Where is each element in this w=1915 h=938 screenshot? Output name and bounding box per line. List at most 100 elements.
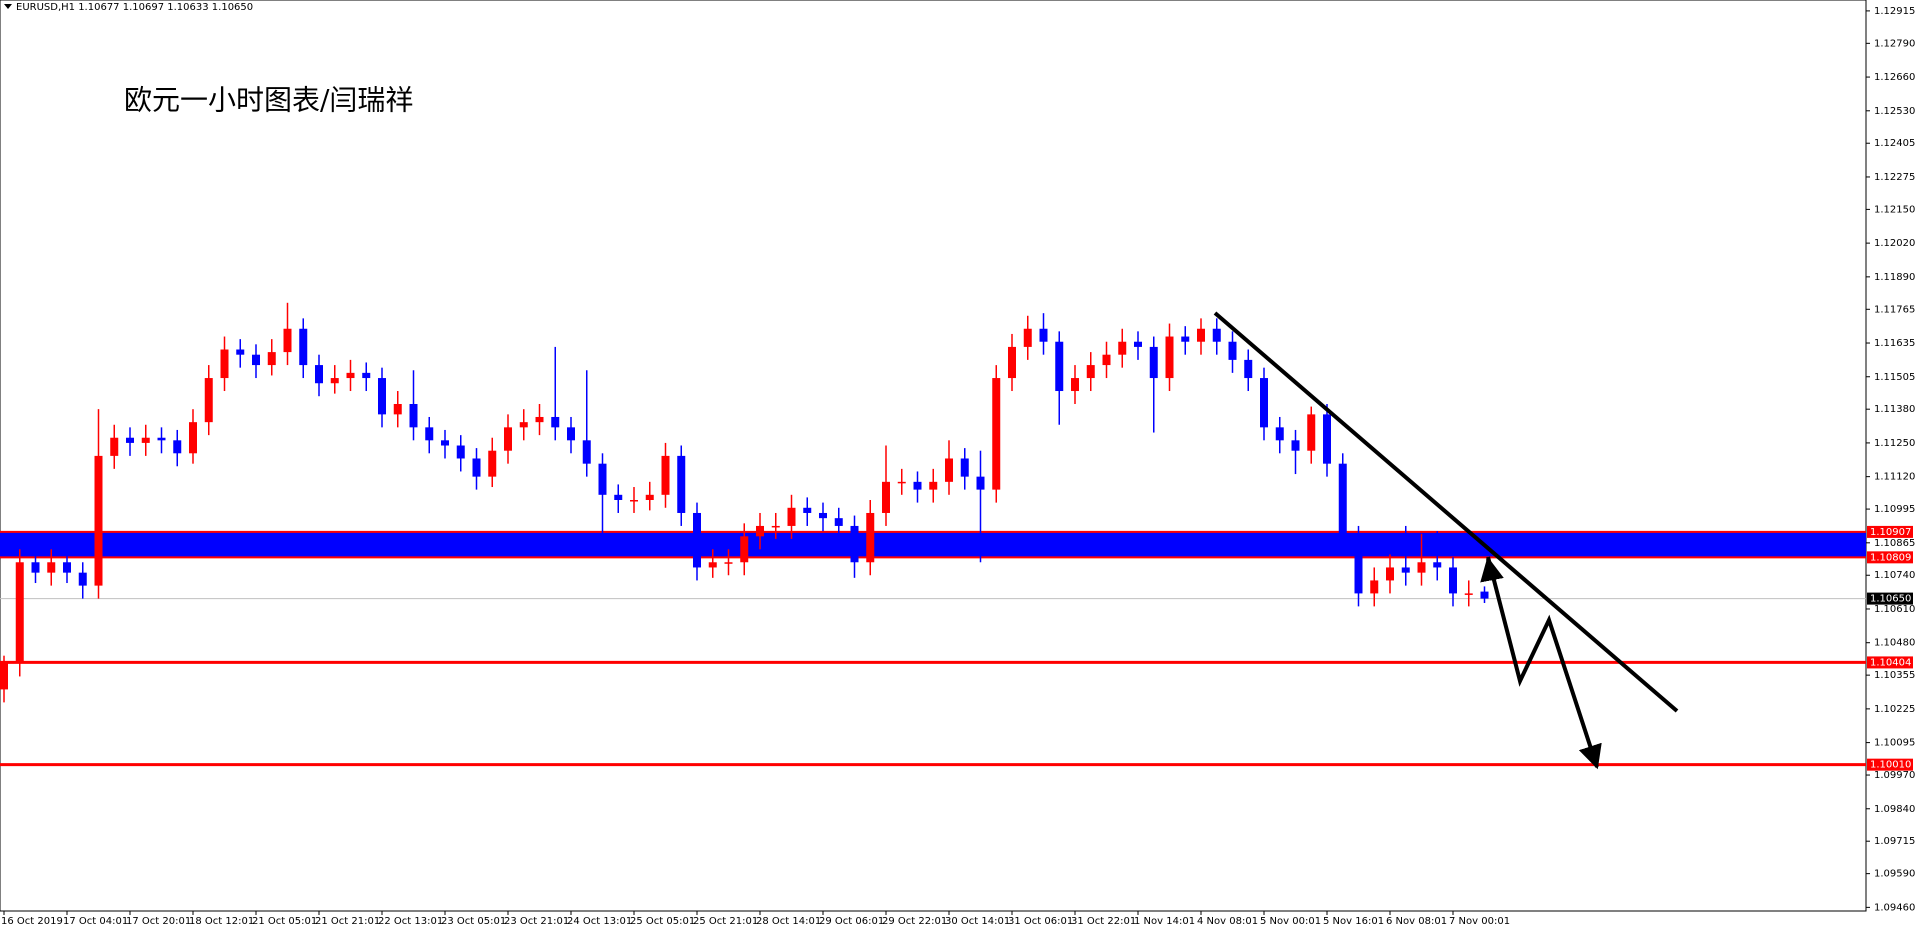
candle-body <box>1149 346 1158 379</box>
candle-body <box>94 455 103 586</box>
candle-body <box>1338 463 1347 537</box>
candle-body <box>1023 328 1032 347</box>
candle-body <box>110 437 119 456</box>
y-tick-label: 1.12530 <box>1874 106 1915 117</box>
candle-body <box>1433 562 1442 568</box>
candle-body <box>1449 567 1457 594</box>
candle-body <box>472 458 481 477</box>
band-price-label: 1.10809 <box>1870 552 1911 563</box>
x-tick-label: 31 Oct 06:01 <box>1008 916 1073 927</box>
candle-body <box>850 525 859 563</box>
candle-body <box>834 518 843 526</box>
candle-body <box>189 422 197 454</box>
level-price-box <box>1867 758 1913 771</box>
candle-body <box>1181 336 1190 342</box>
y-tick-label: 1.11635 <box>1874 338 1915 349</box>
y-tick-label: 1.11250 <box>1874 438 1915 449</box>
trend-line <box>1213 311 1679 713</box>
y-tick-label: 1.10995 <box>1874 504 1915 515</box>
candle-body <box>630 499 638 502</box>
candle-body <box>929 481 938 490</box>
candle-body <box>378 378 386 415</box>
y-tick-label: 1.10355 <box>1874 670 1915 681</box>
candle-body <box>299 328 308 366</box>
y-tick-label: 1.12020 <box>1874 238 1915 249</box>
y-tick-label: 1.10095 <box>1874 738 1915 749</box>
last-price-label: 1.10650 <box>1870 594 1911 605</box>
x-tick-label: 1 Nov 14:01 <box>1134 916 1195 927</box>
x-tick-label: 7 Nov 00:01 <box>1449 916 1510 927</box>
candle-body <box>346 372 355 379</box>
menu-arrow <box>4 4 12 9</box>
candle-body <box>220 349 229 379</box>
forecast-arrow-head <box>1480 556 1504 583</box>
candle-body <box>425 427 434 441</box>
y-tick-label: 1.12150 <box>1874 204 1915 215</box>
candle-body <box>1197 328 1205 342</box>
candle-body <box>677 455 686 513</box>
candle-body <box>756 525 764 537</box>
x-tick-label: 28 Oct 14:01 <box>756 916 821 927</box>
candle-body <box>708 562 717 568</box>
band-price-label: 1.10907 <box>1870 527 1911 538</box>
candle-body <box>488 450 497 477</box>
candle-body <box>866 512 875 563</box>
y-tick-label: 1.11765 <box>1874 304 1915 315</box>
y-tick-label: 1.10865 <box>1874 538 1915 549</box>
candle-body <box>1401 567 1410 573</box>
candle-body <box>567 427 575 441</box>
y-tick-label: 1.12275 <box>1874 172 1915 183</box>
candle-body <box>393 403 402 415</box>
y-tick-label: 1.12915 <box>1874 6 1915 17</box>
x-tick-label: 5 Nov 16:01 <box>1323 916 1384 927</box>
candle-body <box>504 427 512 451</box>
candle-body <box>173 440 182 454</box>
candle-body <box>1386 567 1394 581</box>
candle-body <box>1008 346 1016 379</box>
y-tick-label: 1.11380 <box>1874 404 1915 415</box>
candle-body <box>1134 341 1142 347</box>
candle-body <box>1118 341 1127 355</box>
y-tick-label: 1.12405 <box>1874 138 1915 149</box>
x-tick-label: 30 Oct 14:01 <box>945 916 1010 927</box>
y-tick-label: 1.09715 <box>1874 836 1915 847</box>
x-tick-label: 25 Oct 05:01 <box>630 916 695 927</box>
candle-body <box>882 481 890 513</box>
header: EURUSD,H1 1.10677 1.10697 1.10633 1.1065… <box>16 2 253 13</box>
x-tick-label: 18 Oct 12:01 <box>189 916 254 927</box>
x-tick-label: 23 Oct 21:01 <box>504 916 569 927</box>
y-tick-label: 1.09460 <box>1874 902 1915 913</box>
zone-band <box>0 531 1866 558</box>
candle-body <box>1102 354 1111 366</box>
y-tick-label: 1.10610 <box>1874 604 1915 615</box>
y-tick-label: 1.11890 <box>1874 272 1915 283</box>
candle-body <box>771 525 780 528</box>
forecast-arrow <box>1486 556 1602 770</box>
candle-body <box>63 562 71 573</box>
x-tick-label: 31 Oct 22:01 <box>1071 916 1136 927</box>
candle-body <box>645 494 654 500</box>
candle-body <box>236 349 245 355</box>
candle-body <box>661 455 670 495</box>
y-tick-label: 1.09590 <box>1874 869 1915 880</box>
candle-body <box>803 507 812 513</box>
last-price-box <box>1867 592 1913 605</box>
candle-body <box>787 507 796 526</box>
candle-body <box>315 365 323 384</box>
candle-body <box>1165 336 1174 379</box>
chart-title: 欧元一小时图表/闫瑞祥 <box>124 84 413 117</box>
y-tick-label: 1.09970 <box>1874 770 1915 781</box>
candle-body <box>1417 562 1426 573</box>
candle-body <box>724 562 733 564</box>
band-price-box <box>1867 551 1913 564</box>
y-tick-label: 1.09840 <box>1874 804 1915 815</box>
candle-body <box>693 512 701 568</box>
candle-body <box>1212 328 1221 342</box>
candle-body <box>362 372 371 379</box>
y-tick-label: 1.12790 <box>1874 38 1915 49</box>
x-tick-label: 17 Oct 04:01 <box>63 916 128 927</box>
candle-body <box>78 572 87 586</box>
x-tick-label: 6 Nov 08:01 <box>1386 916 1447 927</box>
candle-body <box>1039 328 1048 342</box>
x-tick-label: 24 Oct 13:01 <box>567 916 632 927</box>
